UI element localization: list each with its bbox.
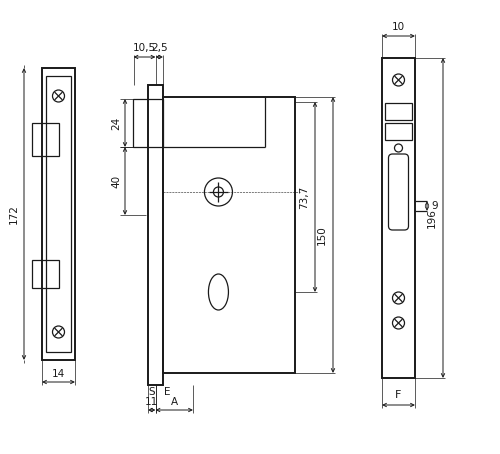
Bar: [46, 76, 71, 352]
Text: 10: 10: [392, 22, 405, 32]
Text: 2,5: 2,5: [151, 43, 168, 53]
Text: 40: 40: [111, 174, 121, 188]
Bar: [163, 97, 295, 373]
Text: S: S: [148, 387, 155, 397]
Bar: [133, 99, 163, 147]
Text: 73,7: 73,7: [299, 185, 309, 209]
Text: F: F: [396, 390, 402, 400]
Bar: [32, 260, 58, 288]
Text: 196: 196: [427, 208, 437, 228]
Text: 150: 150: [317, 225, 327, 245]
Bar: [32, 123, 58, 156]
Bar: [42, 68, 75, 360]
Bar: [385, 103, 412, 120]
Text: E: E: [164, 387, 170, 397]
Text: 10,5: 10,5: [133, 43, 156, 53]
Bar: [382, 58, 415, 378]
Text: A: A: [170, 397, 178, 407]
Text: 11: 11: [145, 397, 158, 407]
Bar: [385, 123, 412, 140]
Text: 24: 24: [111, 116, 121, 130]
Text: 9: 9: [432, 201, 438, 211]
Text: 14: 14: [52, 369, 65, 379]
Text: 172: 172: [9, 204, 19, 224]
Bar: [148, 85, 163, 385]
